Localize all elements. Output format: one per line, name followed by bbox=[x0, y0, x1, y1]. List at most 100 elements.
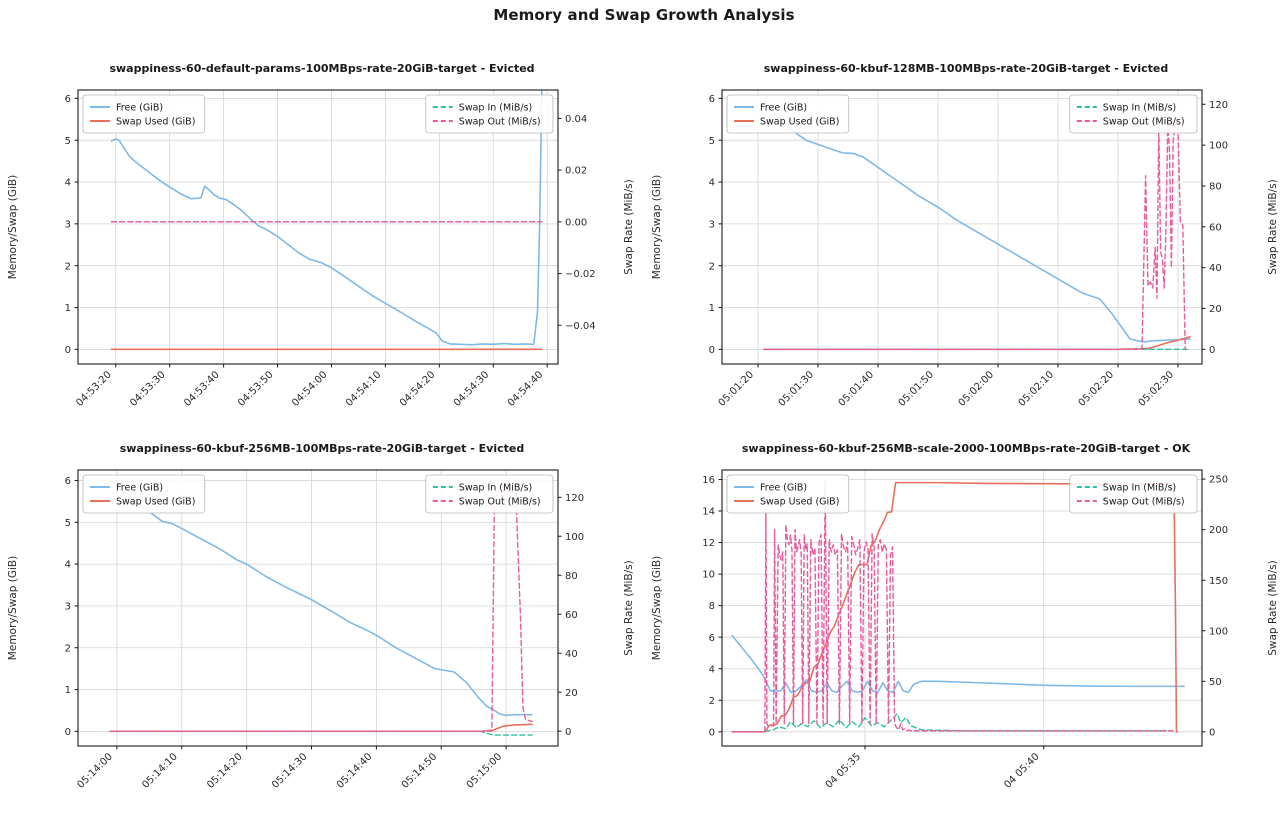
y-tick-label: 2 bbox=[65, 643, 71, 654]
series-line bbox=[109, 723, 533, 733]
y2-tick-label: 0 bbox=[1209, 727, 1215, 738]
y-tick-label: 16 bbox=[702, 475, 715, 486]
y2-tick-label: 120 bbox=[1209, 100, 1228, 111]
y-tick-label: 1 bbox=[65, 685, 71, 696]
legend-box bbox=[1069, 474, 1198, 514]
x-tick-label: 04:53:20 bbox=[74, 369, 114, 409]
y-axis-label: Memory/Swap (GiB) bbox=[7, 175, 19, 279]
y2-axis-label: Swap Rate (MiB/s) bbox=[623, 179, 635, 274]
series-line bbox=[731, 480, 1178, 733]
x-axis: 05:01:20 05:01:30 05:01:40 05:01:50 05:02:00… bbox=[717, 364, 1179, 409]
plot-background bbox=[78, 470, 558, 746]
y2-axis-label: Swap Rate (MiB/s) bbox=[1267, 179, 1279, 274]
y-axis-label: Memory/Swap (GiB) bbox=[651, 556, 663, 660]
series-group bbox=[731, 480, 1185, 733]
x-tick-label: 04:54:00 bbox=[290, 369, 330, 409]
y-tick-label: 6 bbox=[65, 94, 71, 105]
y-tick-label: 4 bbox=[65, 178, 71, 189]
y2-tick-label: 0.02 bbox=[565, 166, 587, 177]
x-tick-label: 05:02:30 bbox=[1137, 369, 1177, 409]
legend-label: Swap In (MiB/s) bbox=[459, 482, 532, 493]
y-axis-right: 0 50 100 150 200 250 bbox=[1202, 475, 1228, 738]
legend-upper-left: Free (GiB) Swap Used (GiB) bbox=[726, 94, 850, 134]
legend-label: Swap Out (MiB/s) bbox=[459, 116, 541, 127]
x-tick-label: 05:14:40 bbox=[335, 751, 375, 791]
legend-upper-right: Swap In (MiB/s) Swap Out (MiB/s) bbox=[1069, 94, 1198, 134]
legend-upper-left: Free (GiB) Swap Used (GiB) bbox=[726, 474, 850, 514]
y2-tick-label: 40 bbox=[565, 649, 578, 660]
x-tick-label: 05:01:50 bbox=[897, 369, 937, 409]
legend-label: Free (GiB) bbox=[760, 482, 807, 493]
y2-tick-label: 0.00 bbox=[565, 217, 587, 228]
series-group bbox=[109, 479, 533, 736]
plot-panel-4: 0 2 4 6 8 10 12 14 16 Memory/Swap (GiB) 0 50 100 150 2… bbox=[651, 469, 1279, 791]
y-tick-label: 3 bbox=[65, 219, 71, 230]
subplot-panel-4: swappiness-60-kbuf-256MB-scale-2000-100M… bbox=[644, 442, 1288, 824]
x-tick-label: 04:53:30 bbox=[128, 369, 168, 409]
x-tick-label: 05:14:50 bbox=[400, 751, 440, 791]
series-group bbox=[110, 90, 543, 351]
x-tick-label: 05:14:10 bbox=[140, 751, 180, 791]
y-tick-label: 6 bbox=[709, 633, 715, 644]
x-tick-label: 05:14:20 bbox=[205, 751, 245, 791]
y2-tick-label: 0 bbox=[1209, 345, 1215, 356]
legend-label: Swap Used (GiB) bbox=[116, 116, 195, 127]
y2-tick-label: 100 bbox=[565, 532, 584, 543]
y-tick-label: 3 bbox=[709, 219, 715, 230]
y-axis-label: Memory/Swap (GiB) bbox=[651, 175, 663, 279]
legend-box bbox=[82, 474, 206, 514]
y-tick-label: 3 bbox=[65, 602, 71, 613]
axes-frame bbox=[77, 469, 559, 747]
legend-label: Swap In (MiB/s) bbox=[1103, 482, 1176, 493]
x-tick-label: 04:54:10 bbox=[344, 369, 384, 409]
y-tick-label: 0 bbox=[709, 727, 715, 738]
plot-background bbox=[722, 90, 1202, 364]
y-axis-left: 0 1 2 3 4 5 6 bbox=[709, 94, 722, 356]
x-tick-label: 04 05:40 bbox=[1002, 751, 1041, 790]
y-axis-label: Memory/Swap (GiB) bbox=[7, 556, 19, 660]
legend-box bbox=[425, 474, 554, 514]
y-tick-label: 4 bbox=[709, 178, 715, 189]
legend-label: Swap In (MiB/s) bbox=[1103, 102, 1176, 113]
y-tick-label: 0 bbox=[709, 345, 715, 356]
legend-upper-left: Free (GiB) Swap Used (GiB) bbox=[82, 94, 206, 134]
legend-box bbox=[1069, 94, 1198, 134]
x-axis: 04:53:20 04:53:30 04:53:40 04:53:50 04:54:00… bbox=[74, 364, 548, 409]
y-tick-label: 1 bbox=[709, 303, 715, 314]
y2-tick-label: 40 bbox=[1209, 263, 1222, 274]
axes-frame bbox=[77, 89, 559, 365]
series-line bbox=[731, 712, 1167, 733]
y-axis-right: −0.04 −0.02 0.00 0.02 0.04 bbox=[558, 114, 596, 332]
subplot-panel-2: swappiness-60-kbuf-128MB-100MBps-rate-20… bbox=[644, 62, 1288, 442]
legend-label: Swap Used (GiB) bbox=[760, 116, 839, 127]
subplot-title: swappiness-60-default-params-100MBps-rat… bbox=[109, 62, 535, 75]
legend-box bbox=[726, 474, 850, 514]
y2-tick-label: 120 bbox=[565, 493, 584, 504]
legend-upper-right: Swap In (MiB/s) Swap Out (MiB/s) bbox=[425, 474, 554, 514]
y-axis-left: 0 2 4 6 8 10 12 14 16 bbox=[702, 475, 722, 738]
x-tick-label: 05:15:00 bbox=[465, 751, 505, 791]
legend-label: Free (GiB) bbox=[116, 482, 163, 493]
y-tick-label: 2 bbox=[709, 696, 715, 707]
subplot-title: swappiness-60-kbuf-256MB-scale-2000-100M… bbox=[741, 442, 1191, 455]
y2-axis-label: Swap Rate (MiB/s) bbox=[623, 560, 635, 655]
y2-tick-label: 0 bbox=[565, 727, 571, 738]
y2-tick-label: −0.04 bbox=[565, 321, 596, 332]
y2-tick-label: 0.04 bbox=[565, 114, 587, 125]
y2-tick-label: 80 bbox=[565, 571, 578, 582]
figure-suptitle: Memory and Swap Growth Analysis bbox=[493, 6, 795, 24]
gridlines bbox=[78, 90, 558, 364]
y2-tick-label: 50 bbox=[1209, 677, 1222, 688]
legend-box bbox=[425, 94, 554, 134]
y2-tick-label: 200 bbox=[1209, 525, 1228, 536]
y2-tick-label: 60 bbox=[1209, 222, 1222, 233]
subplot-panel-3: swappiness-60-kbuf-256MB-100MBps-rate-20… bbox=[0, 442, 644, 824]
y-axis-left: 0 1 2 3 4 5 6 bbox=[65, 476, 78, 738]
y-tick-label: 0 bbox=[65, 345, 71, 356]
y-tick-label: 5 bbox=[65, 136, 71, 147]
x-tick-label: 05:01:40 bbox=[837, 369, 877, 409]
series-line bbox=[109, 479, 533, 717]
legend-label: Swap In (MiB/s) bbox=[459, 102, 532, 113]
y-tick-label: 0 bbox=[65, 727, 71, 738]
